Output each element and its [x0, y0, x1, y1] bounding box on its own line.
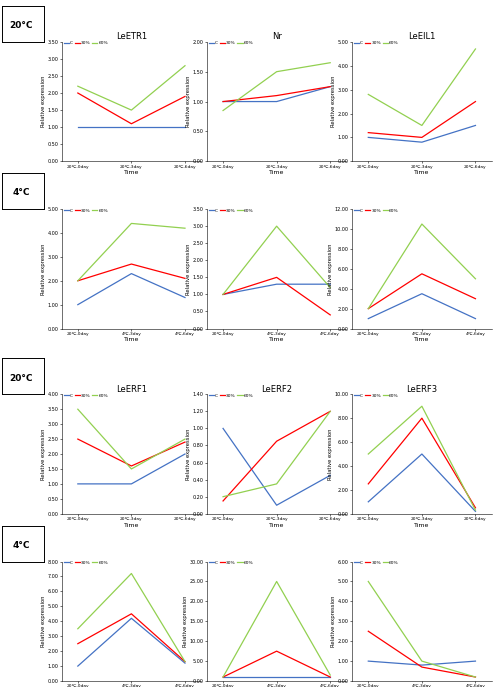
Legend: C, 30%, 60%: C, 30%, 60%	[352, 207, 400, 214]
X-axis label: Time: Time	[414, 337, 430, 342]
X-axis label: Time: Time	[269, 170, 285, 175]
X-axis label: Time: Time	[269, 523, 285, 528]
Legend: C, 30%, 60%: C, 30%, 60%	[352, 559, 400, 567]
Title: LeERF3: LeERF3	[406, 385, 438, 394]
Y-axis label: Relative expression: Relative expression	[41, 243, 46, 295]
Y-axis label: Relative expression: Relative expression	[186, 428, 191, 480]
Legend: C, 30%, 60%: C, 30%, 60%	[207, 39, 255, 47]
Legend: C, 30%, 60%: C, 30%, 60%	[207, 559, 255, 567]
Legend: C, 30%, 60%: C, 30%, 60%	[207, 392, 255, 400]
Legend: C, 30%, 60%: C, 30%, 60%	[62, 39, 110, 47]
Y-axis label: Relative expression: Relative expression	[41, 76, 46, 127]
Title: Nr: Nr	[272, 32, 282, 41]
Legend: C, 30%, 60%: C, 30%, 60%	[62, 559, 110, 567]
Legend: C, 30%, 60%: C, 30%, 60%	[62, 207, 110, 214]
X-axis label: Time: Time	[414, 523, 430, 528]
Text: 4°C: 4°C	[13, 541, 30, 550]
X-axis label: Time: Time	[124, 170, 139, 175]
X-axis label: Time: Time	[124, 337, 139, 342]
Legend: C, 30%, 60%: C, 30%, 60%	[207, 207, 255, 214]
X-axis label: Time: Time	[414, 170, 430, 175]
Text: 20°C: 20°C	[9, 374, 33, 383]
Y-axis label: Relative expression: Relative expression	[331, 596, 336, 647]
X-axis label: Time: Time	[124, 523, 139, 528]
Title: LeETR1: LeETR1	[116, 32, 147, 41]
X-axis label: Time: Time	[269, 337, 285, 342]
Title: LeEIL1: LeEIL1	[408, 32, 436, 41]
Y-axis label: Relative expression: Relative expression	[186, 76, 191, 127]
Y-axis label: Relative expression: Relative expression	[41, 596, 46, 647]
Y-axis label: Relative expression: Relative expression	[329, 243, 333, 295]
Text: 20°C: 20°C	[9, 21, 33, 30]
Text: 4°C: 4°C	[13, 188, 30, 197]
Title: LeERF2: LeERF2	[261, 385, 292, 394]
Title: LeERF1: LeERF1	[116, 385, 147, 394]
Legend: C, 30%, 60%: C, 30%, 60%	[62, 392, 110, 400]
Legend: C, 30%, 60%: C, 30%, 60%	[352, 39, 400, 47]
Y-axis label: Relative expression: Relative expression	[41, 428, 46, 480]
Y-axis label: Relative expression: Relative expression	[331, 76, 336, 127]
Y-axis label: Relative expression: Relative expression	[329, 428, 333, 480]
Legend: C, 30%, 60%: C, 30%, 60%	[352, 392, 400, 400]
Y-axis label: Relative expression: Relative expression	[183, 596, 188, 647]
Y-axis label: Relative expression: Relative expression	[186, 243, 191, 295]
